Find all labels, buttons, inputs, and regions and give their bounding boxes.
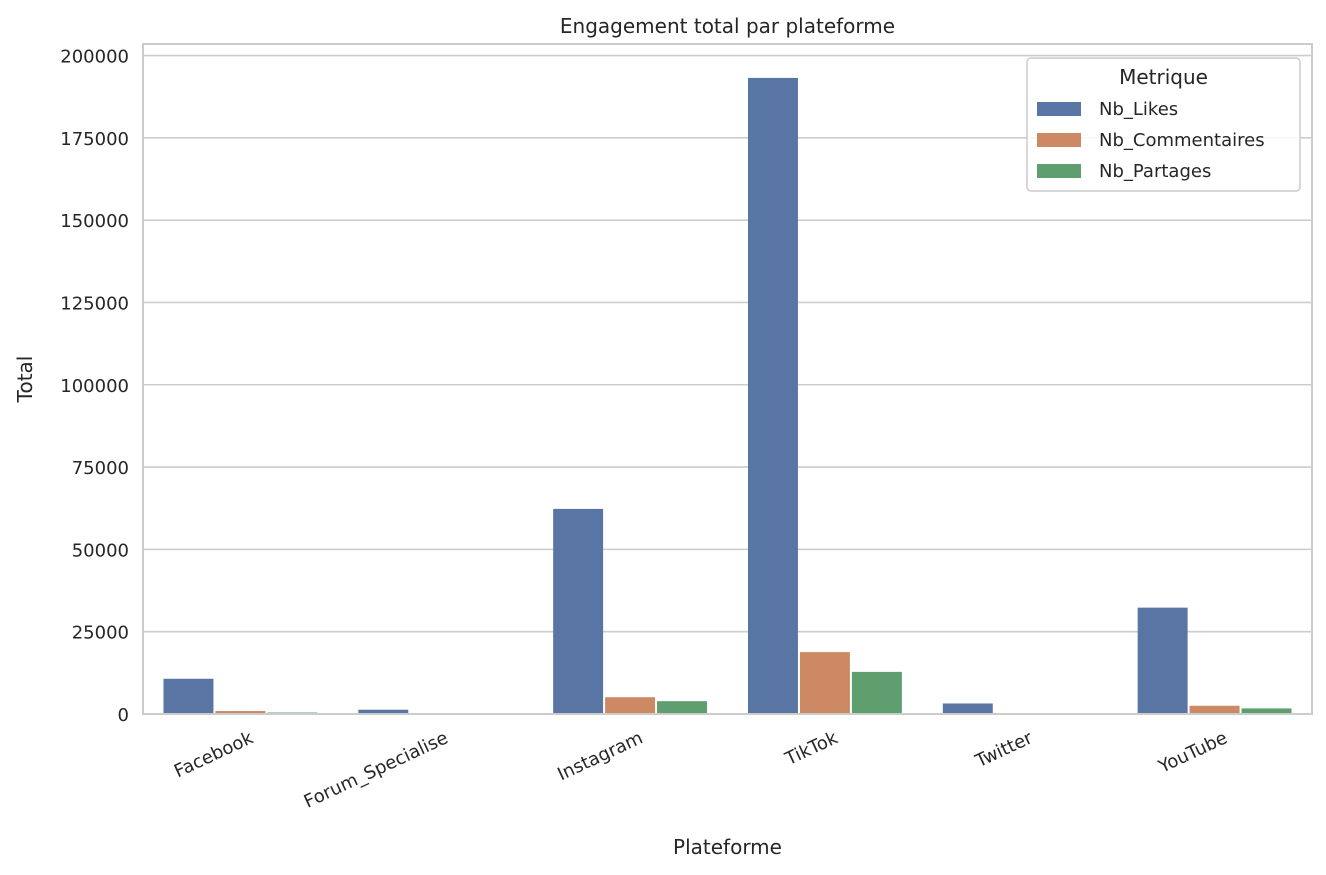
legend-swatch (1037, 164, 1081, 178)
y-tick-label: 100000 (60, 376, 129, 397)
y-tick-label: 50000 (72, 540, 129, 561)
y-tick-label: 150000 (60, 211, 129, 232)
legend-label: Nb_Likes (1099, 99, 1178, 120)
legend-box (1026, 57, 1301, 192)
x-axis-title: Plateforme (673, 835, 782, 859)
y-tick-label: 175000 (60, 129, 129, 150)
bar-nb-commentaires-facebook (215, 711, 266, 714)
bar-nb-partages-tiktok (851, 671, 902, 714)
legend-title: Metrique (1119, 65, 1208, 89)
x-tick-label: YouTube (1155, 727, 1231, 777)
x-tick-label: Forum_Specialise (301, 727, 452, 812)
y-tick-label: 0 (118, 705, 129, 726)
bar-nb-commentaires-instagram (605, 697, 656, 714)
y-tick-label: 25000 (72, 623, 129, 644)
bar-nb-likes-facebook (163, 678, 214, 714)
x-tick-label: Instagram (554, 727, 646, 785)
bar-nb-partages-youtube (1241, 708, 1292, 714)
y-tick-label: 200000 (60, 47, 129, 68)
y-tick-labels: 0 25000 50000 75000 100000 125000 150000 175000… (60, 47, 129, 726)
gridlines (143, 54, 1312, 715)
bar-nb-commentaires-tiktok (799, 652, 850, 714)
bar-nb-likes-twitter (942, 703, 993, 714)
bars (163, 77, 1292, 714)
bar-nb-commentaires-youtube (1189, 705, 1240, 714)
legend: Metrique Nb_Likes Nb_Commentaires Nb_Parta… (1026, 57, 1301, 192)
x-tick-label: Twitter (971, 727, 1036, 772)
x-tick-label: Facebook (171, 727, 257, 782)
bar-nb-likes-forum-specialise (358, 709, 409, 714)
x-tick-labels: Facebook Forum_Specialise Instagram TikTok T… (171, 727, 1231, 812)
y-axis-title: Total (13, 356, 37, 404)
legend-label: Nb_Partages (1099, 161, 1211, 182)
y-tick-label: 75000 (72, 458, 129, 479)
bar-nb-likes-instagram (553, 508, 604, 714)
x-tick-label: TikTok (781, 727, 841, 770)
plot-frame (142, 43, 1313, 715)
legend-items: Nb_Likes Nb_Commentaires Nb_Partages (1037, 99, 1265, 182)
bar-nb-partages-instagram (657, 701, 708, 714)
bar-nb-likes-tiktok (747, 77, 798, 714)
y-tick-label: 125000 (60, 293, 129, 314)
bar-nb-likes-youtube (1137, 607, 1188, 714)
legend-label: Nb_Commentaires (1099, 130, 1265, 151)
legend-swatch (1037, 133, 1081, 147)
chart-title: Engagement total par plateforme (560, 14, 895, 38)
legend-swatch (1037, 102, 1081, 116)
